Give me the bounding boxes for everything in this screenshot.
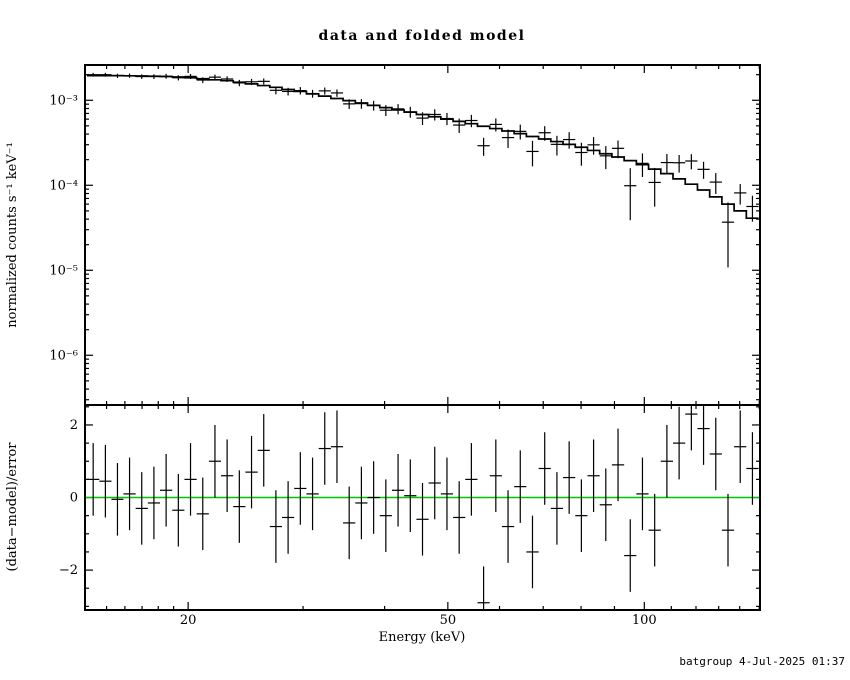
y-axis-label-counts: normalized counts s⁻¹ keV⁻¹ [5, 142, 20, 328]
y-tick-label: 10⁻⁶ [49, 348, 78, 363]
y-tick-label: 10⁻³ [49, 93, 78, 108]
y-tick-label: 0 [70, 491, 78, 506]
y-tick-label: 10⁻⁵ [49, 263, 78, 278]
plot-title: data and folded model [319, 28, 526, 44]
y-axis-label-residuals: (data−model)/error [5, 442, 20, 572]
y-tick-label: 10⁻⁴ [49, 178, 78, 193]
x-tick-label: 50 [440, 613, 457, 628]
x-tick-label: 100 [632, 613, 657, 628]
footer-timestamp: batgroup 4-Jul-2025 01:37 [679, 655, 845, 668]
x-tick-label: 20 [180, 613, 197, 628]
x-axis-label: Energy (keV) [379, 630, 466, 645]
y-tick-label: 2 [70, 418, 78, 433]
y-tick-label: −2 [59, 563, 78, 578]
residual-panel-frame [84, 404, 761, 611]
